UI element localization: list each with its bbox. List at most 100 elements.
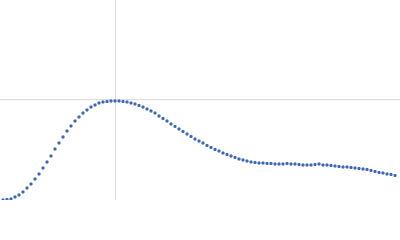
- point: [301, 163, 305, 167]
- point: [277, 162, 281, 166]
- point: [309, 163, 313, 167]
- point: [341, 165, 345, 169]
- point: [373, 169, 377, 174]
- point: [353, 166, 357, 170]
- point: [65, 129, 69, 133]
- point: [9, 197, 13, 200]
- point: [49, 154, 53, 158]
- point: [161, 116, 165, 121]
- point: [85, 108, 89, 112]
- point: [321, 163, 325, 167]
- point: [249, 160, 253, 164]
- point: [197, 139, 201, 143]
- point: [185, 132, 189, 136]
- point: [41, 166, 45, 170]
- point: [105, 99, 109, 104]
- point: [393, 173, 397, 178]
- point: [217, 149, 221, 153]
- point: [145, 107, 149, 111]
- point: [193, 137, 197, 141]
- point: [381, 171, 385, 175]
- point: [169, 122, 173, 126]
- point: [225, 152, 229, 157]
- point: [109, 99, 113, 103]
- point: [33, 177, 37, 181]
- point: [189, 134, 193, 139]
- point: [261, 161, 265, 165]
- point: [149, 109, 153, 113]
- point: [77, 115, 81, 119]
- point: [5, 197, 9, 200]
- point: [45, 160, 49, 164]
- point: [141, 105, 145, 109]
- chart: [0, 0, 400, 200]
- point: [53, 147, 57, 151]
- point: [165, 119, 169, 123]
- point: [221, 151, 225, 155]
- point: [1, 198, 5, 200]
- point: [357, 166, 361, 171]
- point: [13, 195, 17, 199]
- point: [101, 100, 105, 104]
- point: [209, 145, 213, 150]
- point: [125, 100, 129, 104]
- point: [257, 161, 261, 165]
- point: [297, 162, 301, 167]
- point: [253, 160, 257, 165]
- point: [69, 124, 73, 128]
- page: (() => { const data = JSON.parse(documen…: [0, 0, 400, 200]
- point: [113, 99, 117, 103]
- point: [265, 161, 269, 166]
- point: [213, 147, 217, 152]
- point: [177, 127, 181, 131]
- point: [205, 143, 209, 148]
- point: [337, 164, 341, 169]
- point: [133, 102, 137, 106]
- point: [25, 186, 29, 190]
- point: [289, 162, 293, 166]
- point: [137, 103, 141, 108]
- point: [313, 162, 317, 167]
- point: [93, 103, 97, 107]
- point: [181, 129, 185, 134]
- point: [157, 114, 161, 118]
- point: [317, 162, 321, 166]
- point: [229, 154, 233, 158]
- point: [73, 119, 77, 123]
- point: [293, 162, 297, 166]
- point: [241, 158, 245, 162]
- point: [81, 111, 85, 115]
- point: [17, 193, 21, 197]
- point: [385, 172, 389, 176]
- point: [389, 172, 393, 177]
- point: [201, 141, 205, 145]
- point: [237, 157, 241, 161]
- point: [233, 155, 237, 160]
- point: [245, 159, 249, 163]
- point: [129, 101, 133, 105]
- point: [333, 164, 337, 168]
- point: [173, 124, 177, 129]
- point: [89, 105, 93, 109]
- point: [37, 172, 41, 176]
- point: [349, 165, 353, 170]
- point: [273, 162, 277, 166]
- point: [345, 165, 349, 169]
- point: [329, 163, 333, 168]
- point: [121, 99, 125, 104]
- point: [369, 168, 373, 173]
- point: [269, 161, 273, 166]
- point: [285, 161, 289, 166]
- point: [61, 135, 65, 139]
- point: [29, 182, 33, 186]
- point: [361, 167, 365, 171]
- point: [305, 163, 309, 167]
- point: [117, 99, 121, 103]
- point: [21, 190, 25, 194]
- point: [57, 141, 61, 145]
- point: [281, 162, 285, 166]
- point: [97, 101, 101, 105]
- point: [365, 167, 369, 172]
- point: [153, 111, 157, 115]
- point: [377, 170, 381, 175]
